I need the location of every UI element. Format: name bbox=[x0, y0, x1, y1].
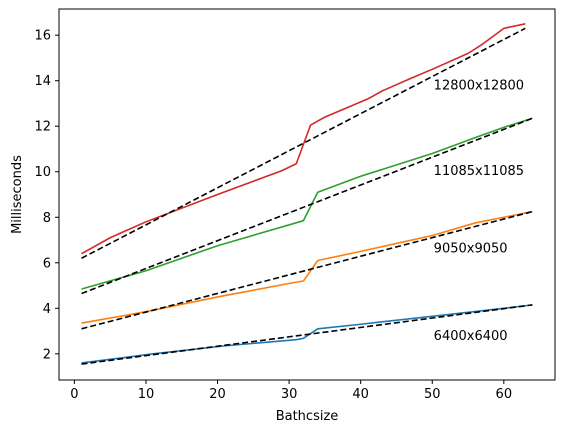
fit-line-4 bbox=[81, 304, 533, 365]
x-tick-label: 0 bbox=[70, 387, 78, 402]
x-axis-label: Bathcsize bbox=[276, 409, 339, 424]
y-tick-label: 2 bbox=[43, 347, 51, 362]
annotations: 6400x6400 9050x9050 11085x11085 12800x12800 bbox=[434, 79, 524, 344]
annotation-label: 12800x12800 bbox=[434, 79, 524, 94]
y-tick-label: 6 bbox=[43, 256, 51, 271]
y-tick-label: 12 bbox=[34, 120, 51, 135]
y-tick-label: 4 bbox=[43, 302, 51, 317]
x-tick-label: 50 bbox=[424, 387, 441, 402]
annotation-label: 9050x9050 bbox=[434, 241, 508, 256]
y-tick-label: 10 bbox=[34, 165, 51, 180]
series-line-3 bbox=[81, 23, 526, 255]
series-line-2 bbox=[81, 117, 533, 290]
y-tick-label: 8 bbox=[43, 211, 51, 226]
annotation-label: 6400x6400 bbox=[434, 329, 508, 344]
x-axis-ticks: 0 10 20 30 40 50 60 bbox=[70, 380, 512, 402]
fit-line-5 bbox=[81, 210, 533, 330]
y-axis-label: Milliseconds bbox=[10, 155, 25, 234]
x-tick-label: 10 bbox=[138, 387, 155, 402]
fit-line-6 bbox=[81, 117, 533, 295]
annotation-label: 11085x11085 bbox=[434, 164, 524, 179]
series-line-1 bbox=[81, 210, 533, 324]
y-tick-label: 14 bbox=[34, 74, 51, 89]
axes-frame bbox=[58, 8, 556, 381]
fit-line-7 bbox=[81, 27, 526, 259]
y-axis-ticks: 2 4 6 8 10 12 14 16 bbox=[34, 29, 59, 362]
x-tick-label: 20 bbox=[209, 387, 226, 402]
x-tick-label: 40 bbox=[352, 387, 369, 402]
y-tick-label: 16 bbox=[34, 29, 51, 44]
series-lines bbox=[81, 23, 533, 365]
x-tick-label: 60 bbox=[496, 387, 513, 402]
x-tick-label: 30 bbox=[281, 387, 298, 402]
